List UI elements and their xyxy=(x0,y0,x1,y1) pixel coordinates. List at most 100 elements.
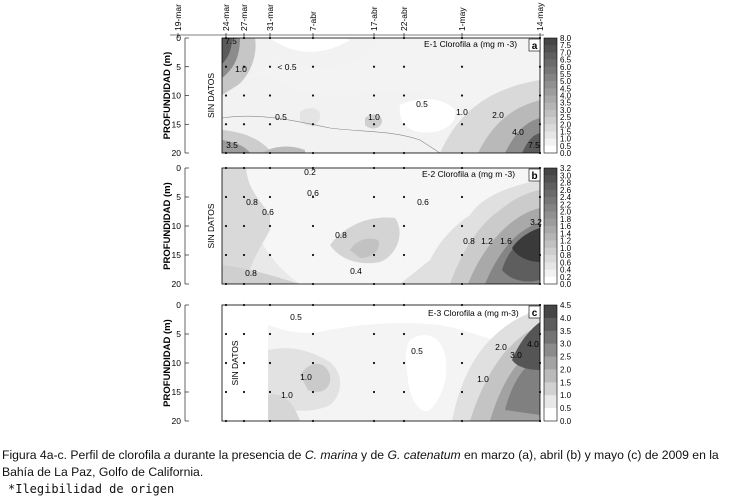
contour-label: 2.0 xyxy=(492,110,504,120)
scale-band xyxy=(544,255,557,263)
y-tick-label: 5 xyxy=(176,62,181,72)
contour-label: 0.8 xyxy=(245,268,257,278)
sample-point xyxy=(402,361,406,365)
sample-point xyxy=(242,224,246,228)
scale-band xyxy=(544,189,557,198)
sample-point xyxy=(224,282,228,286)
sample-point xyxy=(268,361,272,365)
scale-band xyxy=(544,131,557,139)
sample-point xyxy=(311,65,315,68)
sample-point xyxy=(538,303,542,307)
sample-point xyxy=(268,123,272,126)
sample-point xyxy=(460,303,464,307)
sample-point xyxy=(460,332,464,336)
sample-point xyxy=(402,224,406,228)
sample-point xyxy=(460,419,464,423)
sample-point xyxy=(268,253,272,257)
contour-label: 1.0 xyxy=(281,390,293,400)
scale-band xyxy=(544,262,557,270)
scale-label: 3.2 xyxy=(560,164,572,173)
sample-point xyxy=(242,361,246,365)
y-tick-label: 20 xyxy=(172,279,182,289)
contour-label: 0.8 xyxy=(246,197,258,207)
y-tick-label: 10 xyxy=(172,358,182,368)
sample-point xyxy=(538,123,542,126)
sample-point xyxy=(402,166,406,170)
scale-label: 1.5 xyxy=(560,127,572,136)
sample-point xyxy=(402,419,406,423)
sample-point xyxy=(402,390,406,394)
contour-label: 1.0 xyxy=(300,372,312,382)
y-axis-label: PROFUNDIDAD (m) xyxy=(162,52,173,140)
date-label: 17-abr xyxy=(369,6,379,31)
date-axis: 19-mar 24-mar 27-mar 31-mar 7-abr 17-abr 22-ab… xyxy=(170,2,545,38)
sample-point xyxy=(224,195,228,199)
sample-point xyxy=(460,390,464,394)
sample-point xyxy=(402,123,406,126)
scale-band xyxy=(544,168,557,176)
scale-label: 2.6 xyxy=(560,186,572,195)
sample-point xyxy=(402,65,406,68)
date-label: 19-mar xyxy=(173,4,183,31)
scale-band xyxy=(544,145,557,154)
y-tick-label: 0 xyxy=(176,300,181,310)
y-tick-label: 15 xyxy=(172,119,182,129)
contour-label: 1.0 xyxy=(368,112,380,122)
date-label: 31-mar xyxy=(265,4,275,31)
scale-band xyxy=(544,330,557,344)
sample-point xyxy=(242,151,246,155)
contour-label: 0.4 xyxy=(350,266,362,276)
sample-point xyxy=(460,361,464,365)
sample-point xyxy=(224,94,228,97)
panel-b xyxy=(221,167,541,285)
scale-label: 0.4 xyxy=(560,266,572,275)
sample-point xyxy=(268,166,272,170)
sample-point xyxy=(311,253,315,257)
contour-label: 1.2 xyxy=(481,236,493,246)
sample-point xyxy=(538,94,542,97)
scale-label: 2.0 xyxy=(560,365,572,374)
date-label: 24-mar xyxy=(221,4,231,31)
sample-point xyxy=(460,36,464,40)
sample-point xyxy=(311,332,315,336)
sample-point xyxy=(460,151,464,155)
scale-band xyxy=(544,59,557,68)
scale-label: 1.5 xyxy=(560,378,572,387)
date-label: 27-mar xyxy=(239,4,249,31)
scale-band xyxy=(544,45,557,53)
sample-point xyxy=(372,390,376,394)
panel-letter: b xyxy=(531,171,537,182)
date-label: 14-may xyxy=(535,2,545,31)
contour-label: 3.0 xyxy=(510,350,522,360)
y-tick-label: 0 xyxy=(176,163,181,173)
sample-point xyxy=(402,253,406,257)
sample-point xyxy=(372,94,376,97)
sample-point xyxy=(242,36,246,40)
sample-point xyxy=(460,166,464,170)
scale-label: 1.8 xyxy=(560,215,572,224)
scale-label: 4.0 xyxy=(560,92,572,101)
contour-label: 7.5 xyxy=(528,140,540,150)
contour-label: 0.5 xyxy=(290,312,302,322)
sample-point xyxy=(224,253,228,257)
sample-point xyxy=(242,282,246,286)
contour-label: 4.0 xyxy=(527,339,539,349)
sample-point xyxy=(372,166,376,170)
source-note: *Ilegibilidad de origen xyxy=(8,482,175,496)
sample-point xyxy=(268,65,272,68)
y-tick-label: 20 xyxy=(172,416,182,426)
sample-point xyxy=(402,151,406,155)
sample-point xyxy=(372,361,376,365)
scale-label: 2.5 xyxy=(560,353,572,362)
sample-point xyxy=(224,166,228,170)
sample-point xyxy=(224,419,228,423)
contour-label: < 0.5 xyxy=(277,62,296,72)
scale-band xyxy=(544,38,557,46)
sample-point xyxy=(538,253,542,257)
scale-label: 0.5 xyxy=(560,404,572,413)
sample-point xyxy=(224,332,228,336)
panel-title: E-1 Clorofila a (mg m -3) xyxy=(424,39,517,49)
sample-point xyxy=(268,224,272,228)
sample-point xyxy=(242,419,246,423)
sample-point xyxy=(224,123,228,126)
